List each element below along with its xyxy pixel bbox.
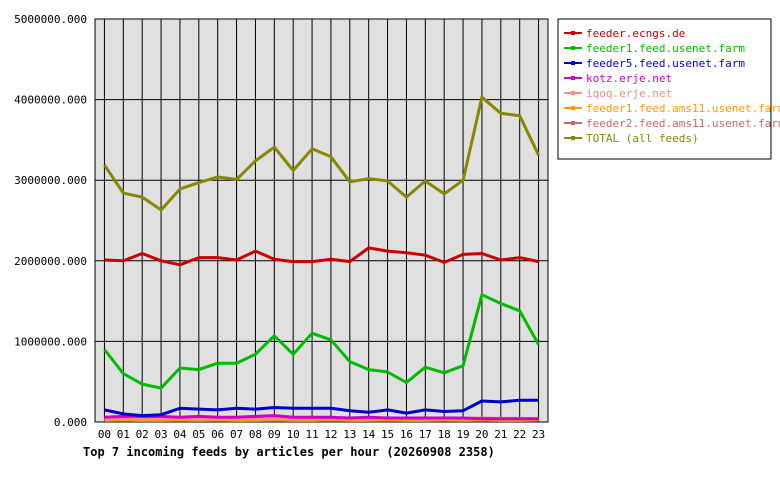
x-tick-label: 15 [381, 428, 394, 441]
legend-swatch-marker [571, 121, 575, 125]
x-tick-label: 22 [513, 428, 526, 441]
legend-entry: iqoq.erje.net [586, 87, 672, 100]
x-tick-label: 11 [305, 428, 318, 441]
y-tick-label: 5000000.000 [14, 13, 87, 26]
series-line [103, 293, 540, 390]
legend-swatch-marker [571, 91, 575, 95]
series-line [104, 398, 539, 418]
tick-labels: 0.000 1000000.000 2000000.000 3000000.000 40… [14, 13, 545, 441]
legend-entry: feeder.ecngs.de [586, 27, 685, 40]
y-tick-label: 3000000.000 [14, 174, 87, 187]
x-tick-label: 17 [419, 428, 432, 441]
x-tick-label: 13 [343, 428, 356, 441]
grid-lines [95, 18, 548, 423]
x-tick-label: 02 [136, 428, 149, 441]
plot-area [94, 18, 549, 423]
x-tick-label: 07 [230, 428, 243, 441]
plot-background [94, 18, 549, 423]
y-tick-label: 0.000 [54, 416, 87, 429]
x-tick-label: 12 [324, 428, 337, 441]
x-tick-label: 03 [154, 428, 167, 441]
series-line [104, 246, 539, 267]
legend: feeder.ecngs.de feeder1.feed.usenet.farm f… [557, 18, 780, 160]
y-tick-label: 2000000.000 [14, 255, 87, 268]
series-line [104, 414, 539, 421]
x-tick-label: 09 [268, 428, 281, 441]
x-tick-label: 14 [362, 428, 376, 441]
legend-swatch-marker [571, 31, 575, 35]
legend-box [557, 18, 772, 160]
legend-entry: feeder2.feed.ams11.usenet.farm [586, 117, 780, 130]
legend-swatch-marker [571, 136, 575, 140]
legend-swatch-marker [571, 76, 575, 80]
series-line [103, 95, 540, 212]
series-lines [103, 95, 540, 422]
x-tick-label: 08 [249, 428, 262, 441]
x-tick-label: 21 [494, 428, 507, 441]
y-tick-label: 4000000.000 [14, 94, 87, 107]
x-tick-label: 18 [438, 428, 451, 441]
x-tick-label: 04 [173, 428, 187, 441]
y-tick-label: 1000000.000 [14, 335, 87, 348]
x-tick-label: 10 [287, 428, 300, 441]
x-tick-label: 01 [117, 428, 130, 441]
legend-swatch-marker [571, 61, 575, 65]
x-tick-label: 00 [98, 428, 111, 441]
x-tick-label: 05 [192, 428, 205, 441]
legend-entry: feeder1.feed.usenet.farm [586, 42, 745, 55]
x-tick-label: 20 [475, 428, 488, 441]
legend-swatch-marker [571, 46, 575, 50]
x-tick-label: 06 [211, 428, 224, 441]
chart-caption: Top 7 incoming feeds by articles per hou… [83, 445, 495, 459]
x-tick-label: 19 [456, 428, 469, 441]
legend-swatch-marker [571, 106, 575, 110]
legend-entry: TOTAL (all feeds) [586, 132, 699, 145]
x-tick-label: 16 [400, 428, 413, 441]
legend-entry: feeder5.feed.usenet.farm [586, 57, 745, 70]
x-tick-label: 23 [532, 428, 545, 441]
legend-entry: feeder1.feed.ams11.usenet.farm [586, 102, 780, 115]
legend-entry: kotz.erje.net [586, 72, 672, 85]
